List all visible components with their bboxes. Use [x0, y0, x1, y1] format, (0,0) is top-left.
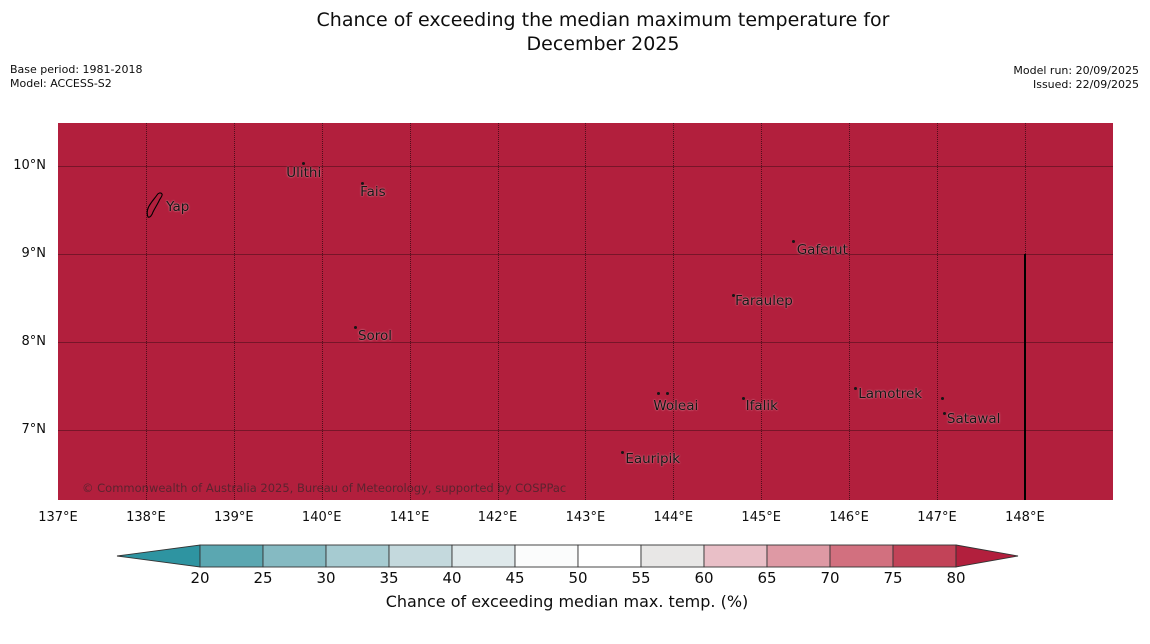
colorbar-segment: [388, 544, 453, 568]
colorbar-tick-label: 80: [946, 569, 966, 587]
gridline-parallel: [58, 342, 1113, 343]
place-marker: [360, 182, 364, 186]
place-label: Lamotrek: [858, 385, 923, 402]
colorbar: [116, 544, 1019, 568]
gridline-meridian: [673, 123, 675, 500]
figure-title-line1: Chance of exceeding the median maximum t…: [316, 9, 890, 31]
place-marker: [620, 450, 624, 454]
colorbar-tick-label: 65: [757, 569, 777, 587]
colorbar-tick-label: 20: [190, 569, 210, 587]
base-period-text: Base period: 1981-2018: [10, 63, 143, 76]
map-canvas: © Commonwealth of Australia 2025, Bureau…: [58, 123, 1113, 500]
x-axis-tick-label: 141°E: [389, 510, 430, 525]
x-axis-tick-label: 140°E: [301, 510, 342, 525]
place-marker: [742, 396, 746, 400]
colorbar-segment: [577, 544, 642, 568]
x-axis-tick-label: 145°E: [741, 510, 781, 525]
meta-left: Base period: 1981-2018 Model: ACCESS-S2: [10, 63, 142, 91]
place-marker: [940, 396, 944, 400]
colorbar-segment: [766, 544, 831, 568]
copyright-text: © Commonwealth of Australia 2025, Bureau…: [82, 481, 567, 495]
x-axis-tick-label: 144°E: [653, 510, 694, 525]
issued-text: Issued: 22/09/2025: [1032, 78, 1139, 91]
place-label: Gaferut: [796, 241, 848, 258]
colorbar-tick-label: 75: [883, 569, 903, 587]
colorbar-tick-label: 25: [253, 569, 273, 587]
place-label: Ifalik: [745, 398, 778, 415]
colorbar-segment: [703, 544, 768, 568]
colorbar-under-arrow: [116, 544, 201, 568]
place-marker: [656, 392, 660, 396]
x-axis-tick-label: 148°E: [1005, 510, 1045, 525]
x-axis-tick-label: 147°E: [917, 510, 957, 525]
colorbar-segment: [892, 544, 957, 568]
gridline-parallel: [58, 430, 1113, 431]
figure-title-line2: December 2025: [526, 33, 680, 55]
x-axis-tick-label: 137°E: [38, 510, 78, 525]
colorbar-tick-label: 50: [568, 569, 588, 587]
meta-right: Model run: 20/09/2025 Issued: 22/09/2025: [1013, 64, 1139, 92]
gridline-meridian: [849, 123, 851, 500]
gridline-parallel: [58, 254, 1113, 255]
colorbar-segment: [451, 544, 516, 568]
colorbar-tick-label: 60: [694, 569, 714, 587]
colorbar-segment: [325, 544, 390, 568]
colorbar-tick-label: 45: [505, 569, 525, 587]
gridline-meridian: [761, 123, 763, 500]
place-marker: [853, 387, 857, 391]
x-axis-tick-label: 138°E: [126, 510, 166, 525]
gridline-meridian: [585, 123, 587, 500]
place-label: Woleai: [653, 397, 699, 414]
colorbar-tick-label: 40: [442, 569, 462, 587]
place-marker: [943, 411, 947, 415]
gridline-meridian: [937, 123, 938, 500]
place-marker: [792, 240, 796, 244]
x-axis-tick-label: 142°E: [477, 510, 518, 525]
x-axis-tick-label: 139°E: [214, 510, 254, 525]
colorbar-tick-label: 35: [379, 569, 399, 587]
gridline-meridian: [497, 123, 499, 500]
gridline-meridian: [321, 123, 323, 500]
place-label: Faraulep: [735, 293, 793, 310]
place-label: Sorol: [357, 327, 393, 344]
place-label: Ulithi: [286, 165, 322, 182]
figure-title: Chance of exceeding the median maximum t…: [317, 8, 890, 56]
colorbar-over-arrow: [955, 544, 1019, 568]
gridline-meridian: [409, 123, 411, 500]
colorbar-segment: [199, 544, 264, 568]
x-axis-tick-label: 143°E: [565, 510, 606, 525]
gridline-parallel: [58, 166, 1113, 167]
colorbar-segment: [829, 544, 894, 568]
colorbar-tick-label: 30: [316, 569, 336, 587]
model-text: Model: ACCESS-S2: [10, 77, 112, 90]
place-marker: [665, 392, 669, 396]
place-marker: [301, 161, 305, 165]
place-label: Fais: [360, 183, 386, 200]
colorbar-segment: [640, 544, 705, 568]
boundary-line: [1023, 254, 1026, 500]
place-marker: [731, 293, 735, 297]
y-axis-tick-label: 7°N: [21, 422, 47, 437]
y-axis-tick-label: 9°N: [21, 246, 47, 261]
y-axis-tick-label: 10°N: [13, 158, 46, 173]
y-axis-tick-label: 8°N: [21, 334, 47, 349]
yap-island-outline: [145, 191, 165, 223]
colorbar-tick-label: 70: [820, 569, 840, 587]
model-run-text: Model run: 20/09/2025: [1013, 64, 1139, 77]
colorbar-label: Chance of exceeding median max. temp. (%…: [385, 592, 749, 611]
place-marker: [354, 326, 358, 330]
colorbar-segment: [514, 544, 579, 568]
place-label: Satawal: [946, 411, 1001, 428]
colorbar-tick-label: 55: [631, 569, 651, 587]
colorbar-segment: [262, 544, 327, 568]
x-axis-tick-label: 146°E: [829, 510, 869, 525]
place-label: Yap: [166, 199, 190, 216]
place-label: Eauripik: [625, 451, 681, 467]
gridline-meridian: [233, 123, 235, 500]
gridline-meridian: [145, 123, 147, 500]
